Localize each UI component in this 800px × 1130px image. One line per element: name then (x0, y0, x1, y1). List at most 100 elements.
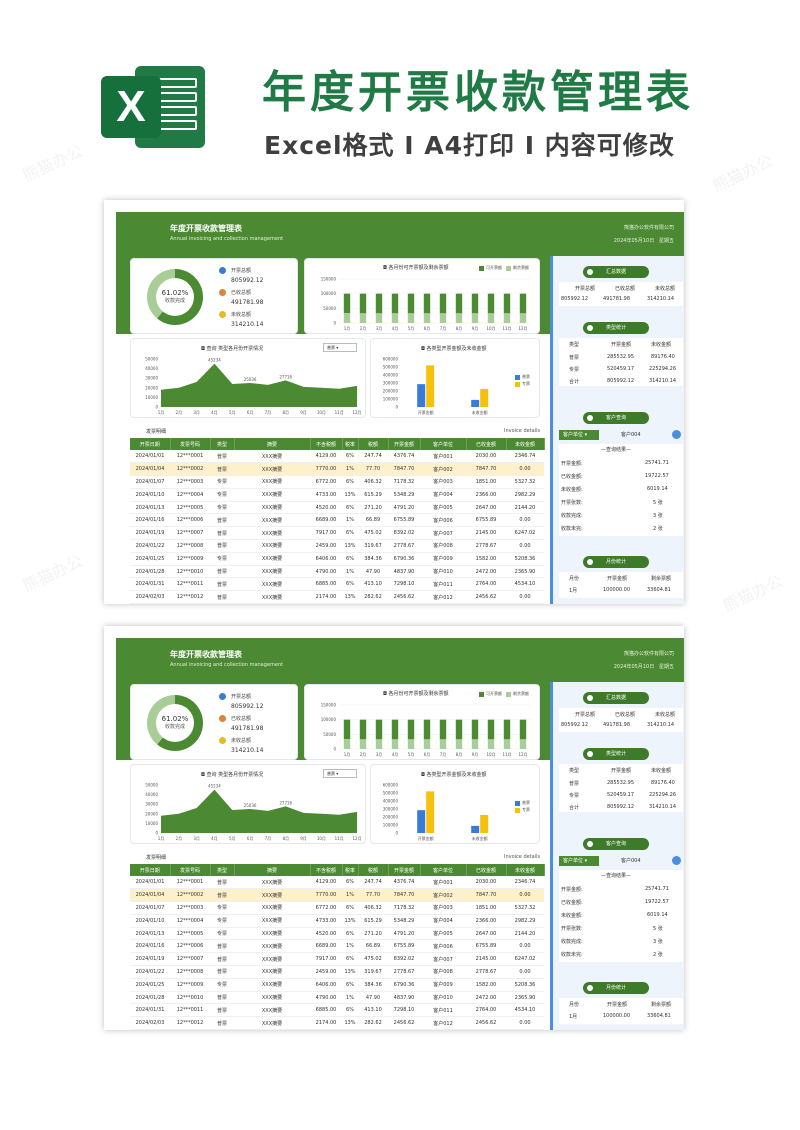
type-select[interactable]: 普票 ▾ (323, 343, 357, 352)
table-row: 2024/01/13 12***0005 专票 XXX摘要 4520.00 6% 271.2… (130, 927, 544, 941)
table-cell: 2346.74 (506, 450, 544, 464)
summary-pill: 汇总数据 (583, 266, 649, 278)
table-cell: 13% (342, 539, 358, 553)
y-tick-label: 100000 (321, 717, 337, 722)
y-tick-label: 50000 (323, 306, 336, 311)
sheet-preview-2: 年度开票收款管理表 Annual invoicing and collectio… (104, 626, 684, 1030)
table-cell: 66.89 (358, 513, 388, 528)
bar-remaining (407, 313, 415, 323)
kpi-dot-icon (219, 693, 226, 700)
table-row: 2024/01/10 12***0004 专票 XXX摘要 4733.00 13% 615.… (130, 914, 544, 928)
trend-chart-title: ◘ 查询 类型各月份开票情况 (201, 346, 264, 352)
table-cell: 2024/01/04 (130, 462, 170, 477)
bar-remaining (439, 313, 447, 323)
company-name: 熊猫办公软件有限公司 (623, 225, 674, 231)
table-cell: 4534.10 (506, 577, 544, 592)
details-title-en: Invoice details (504, 854, 541, 860)
y-tick-label: 500000 (383, 791, 399, 796)
table-cell: 7298.10 (388, 1003, 420, 1018)
table-row: 2024/01/22 12***0008 普票 XXX摘要 2459.00 13% 319.… (130, 539, 544, 553)
bar-remaining (471, 313, 479, 323)
company-name: 熊猫办公软件有限公司 (623, 651, 674, 657)
bar-remaining (391, 313, 399, 323)
table-cell: 4791.20 (388, 501, 420, 515)
table-cell: 12***0007 (170, 952, 210, 967)
table-cell: 475.02 (358, 952, 388, 967)
y-tick-label: 0 (333, 321, 336, 326)
invoice-table: 开票日期 发票号码 类型 摘要 不含税额 税率 税额 开票金额 客户单位 已收金额 未收金额 202… (130, 438, 545, 604)
table-row: 2024/01/31 12***0011 普票 XXX摘要 6885.00 6% 413.1… (130, 577, 544, 592)
table-cell: XXX摘要 (234, 513, 310, 528)
client-query-pill: 客户查询 (583, 838, 649, 850)
table-cell: 7298.10 (388, 577, 420, 592)
y-tick-label: 50000 (145, 783, 158, 788)
bar-invoiceable (359, 719, 367, 740)
table-cell: 7770.00 (310, 462, 342, 477)
table-cell: 0.00 (506, 965, 544, 979)
table-cell: XXX摘要 (234, 876, 310, 890)
table-cell: 247.74 (358, 876, 388, 890)
table-cell: 6790.36 (388, 978, 420, 992)
type-stats-pill: 类型统计 (583, 748, 649, 760)
x-tick-label: 未收金额 (472, 835, 488, 841)
table-cell: 2024/01/31 (130, 577, 170, 592)
bar-special (426, 365, 435, 407)
table-cell: 2024/01/01 (130, 450, 170, 464)
bar-special (480, 388, 489, 407)
client-query-bar[interactable]: 客户单位 ▾ 客户004 (559, 856, 683, 866)
table-cell: 13% (342, 914, 358, 928)
table-cell: 客户006 (420, 939, 466, 954)
table-cell: 2456.62 (466, 590, 506, 604)
kpi-card: 61.02% 收款完成 开票总额 805992.12 已收总额 491781.98 未… (130, 684, 298, 760)
table-cell: 客户010 (420, 565, 466, 579)
table-cell: 2024/01/19 (130, 952, 170, 967)
bar-invoiceable (423, 293, 431, 314)
kpi-total-received: 已收总额 491781.98 (219, 289, 263, 306)
table-cell: 客户007 (420, 526, 466, 541)
data-label: 25036 (244, 803, 257, 808)
completion-donut: 61.02% 收款完成 (147, 695, 203, 751)
table-cell: 2024/01/13 (130, 927, 170, 941)
bar-invoiceable (439, 293, 447, 314)
table-cell: 6% (342, 475, 358, 489)
x-tick-label: 3月 (376, 326, 383, 331)
search-icon[interactable] (672, 856, 681, 865)
bar-remaining (503, 739, 511, 749)
bar-remaining (391, 739, 399, 749)
sheet-preview-1: 年度开票收款管理表 Annual invoicing and collectio… (104, 200, 684, 604)
type-select[interactable]: 普票 ▾ (323, 769, 357, 778)
table-row: 2024/01/16 12***0006 普票 XXX摘要 6689.00 1% 66.89… (130, 513, 544, 528)
table-cell: 6% (342, 577, 358, 592)
y-tick-label: 10000 (145, 395, 158, 400)
x-tick-label: 2月 (360, 752, 367, 757)
table-cell: 客户005 (420, 501, 466, 515)
table-cell: 12***0009 (170, 552, 210, 566)
table-cell: 475.02 (358, 526, 388, 541)
bar-remaining (375, 313, 383, 323)
table-cell: 1% (342, 939, 358, 954)
summary-table: 开票总额 已收总额 未收总额 805992.12 491781.98 31421… (559, 282, 683, 306)
table-cell: 2024/01/31 (130, 1003, 170, 1018)
table-cell: XXX摘要 (234, 1003, 310, 1018)
table-cell: 专票 (210, 978, 234, 992)
table-cell: 0.00 (506, 513, 544, 528)
client-query-bar[interactable]: 客户单位 ▾ 客户004 (559, 430, 683, 440)
table-row: 2024/01/16 12***0006 普票 XXX摘要 6689.00 1% 66.89… (130, 939, 544, 954)
table-cell: 2459.00 (310, 965, 342, 979)
x-tick-label: 7月 (265, 410, 272, 415)
table-cell: 4520.00 (310, 501, 342, 515)
table-cell: 2024/01/13 (130, 501, 170, 515)
table-cell: 271.20 (358, 927, 388, 941)
bar-invoiceable (471, 293, 479, 314)
search-icon[interactable] (672, 430, 681, 439)
table-cell: 12***0001 (170, 450, 210, 464)
table-cell: 13% (342, 590, 358, 604)
table-cell: 8392.02 (388, 526, 420, 541)
y-tick-label: 100000 (383, 823, 399, 828)
table-cell: 2024/01/22 (130, 539, 170, 553)
client-query-result: —查询结果— 开票金额: 25741.71 已收金额: 19722.57 未收金额:… (559, 870, 683, 962)
table-cell: 2365.90 (506, 991, 544, 1005)
y-tick-label: 600000 (383, 783, 399, 788)
table-cell: XXX摘要 (234, 577, 310, 592)
table-cell: 6885.00 (310, 1003, 342, 1018)
